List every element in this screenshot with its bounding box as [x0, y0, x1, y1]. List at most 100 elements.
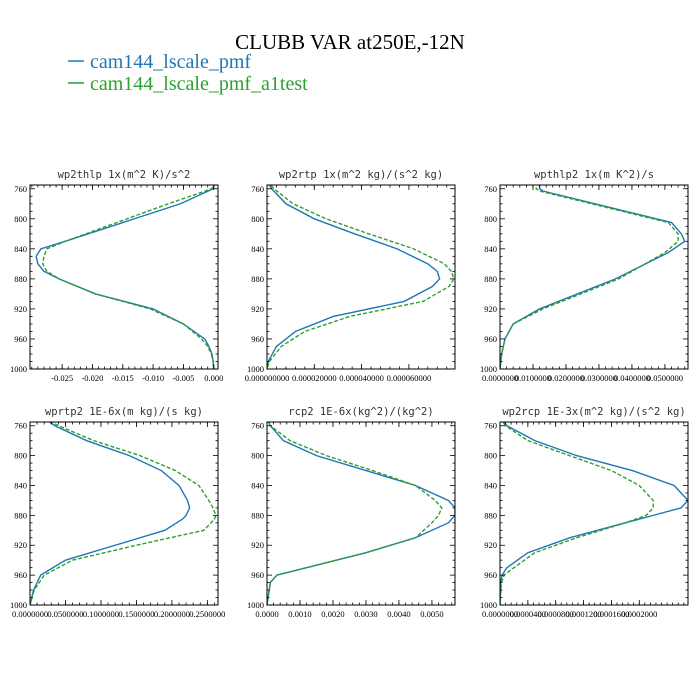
y-tick-label: 760	[251, 421, 264, 431]
y-tick-label: 1000	[247, 600, 264, 610]
y-tick-label: 920	[484, 304, 497, 314]
chart-panel-5: rcp2 1E-6x(kg^2)/(kg^2) 760 800 840 880 920 96…	[247, 406, 456, 619]
y-tick-label: 840	[484, 480, 497, 490]
x-tick-label: 0.0002000	[621, 609, 657, 619]
y-tick-label: 760	[484, 421, 497, 431]
x-tick-label: 0.1000000	[83, 609, 119, 619]
y-tick-label: 800	[484, 451, 497, 461]
x-tick-label: 0.000000000	[245, 373, 290, 383]
y-tick-label: 880	[484, 510, 497, 520]
series-line-1	[500, 422, 688, 605]
x-tick-label: 0.000060000	[387, 373, 432, 383]
y-tick-label: 760	[251, 184, 264, 194]
x-tick-label: 0.0050	[420, 609, 443, 619]
x-tick-label: -0.015	[112, 373, 134, 383]
panel-title: wpthlp2 1x(m K^2)/s	[534, 169, 654, 181]
y-tick-label: 1000	[480, 364, 497, 374]
x-tick-label: 0.0010	[288, 609, 311, 619]
y-tick-label: 1000	[247, 364, 264, 374]
y-tick-label: 880	[14, 510, 27, 520]
y-tick-label: 880	[484, 274, 497, 284]
panel-title: wprtp2 1E-6x(m kg)/(s kg)	[45, 406, 203, 418]
x-tick-label: 0.0500000	[47, 609, 83, 619]
x-tick-label: -0.025	[51, 373, 73, 383]
y-tick-label: 960	[14, 570, 27, 580]
y-tick-label: 840	[251, 244, 264, 254]
series-line-2	[42, 185, 215, 369]
legend: cam144_lscale_pmf cam144_lscale_pmf_a1te…	[68, 51, 308, 95]
axes-frame	[29, 184, 219, 370]
x-tick-label: 0.0040	[387, 609, 410, 619]
y-tick-label: 880	[251, 510, 264, 520]
y-tick-label: 960	[484, 334, 497, 344]
x-tick-label: 0.000	[204, 373, 223, 383]
x-tick-label: -0.020	[81, 373, 103, 383]
y-tick-label: 760	[14, 184, 27, 194]
y-tick-label: 800	[14, 451, 27, 461]
y-tick-label: 920	[251, 304, 264, 314]
chart-panel-2: wp2rtp 1x(m^2 kg)/(s^2 kg) 760 800 840 880 92…	[245, 169, 456, 383]
y-tick-label: 760	[14, 421, 27, 431]
x-tick-label: 0.0500000	[647, 373, 683, 383]
x-tick-label: 0.2500000	[189, 609, 225, 619]
x-tick-label: 0.0000000	[482, 373, 518, 383]
y-tick-label: 960	[251, 334, 264, 344]
x-tick-label: 0.0000	[255, 609, 278, 619]
series-line-2	[267, 422, 443, 605]
x-tick-label: 0.000040000	[339, 373, 384, 383]
y-tick-label: 960	[251, 570, 264, 580]
y-tick-label: 840	[251, 480, 264, 490]
x-tick-label: 0.0000800	[538, 609, 574, 619]
axes-frame	[266, 421, 456, 606]
axes-frame	[499, 421, 689, 606]
x-tick-label: 0.0400000	[614, 373, 650, 383]
x-tick-label: 0.0000000	[12, 609, 48, 619]
x-tick-label: 0.000020000	[292, 373, 337, 383]
axes-frame	[29, 421, 219, 606]
y-tick-label: 840	[14, 244, 27, 254]
chart-panel-6: wp2rcp 1E-3x(m^2 kg)/(s^2 kg) 760 800 840 88…	[480, 406, 689, 619]
series-line-2	[30, 422, 217, 605]
x-tick-label: 0.0001600	[593, 609, 629, 619]
y-tick-label: 1000	[10, 600, 27, 610]
x-tick-label: 0.0000000	[482, 609, 518, 619]
x-tick-label: 0.2000000	[154, 609, 190, 619]
y-tick-label: 920	[14, 540, 27, 550]
x-tick-label: 0.0020	[321, 609, 344, 619]
x-tick-label: 0.0001200	[565, 609, 601, 619]
axes-frame	[266, 184, 456, 370]
x-tick-label: -0.005	[172, 373, 194, 383]
y-tick-label: 920	[251, 540, 264, 550]
chart-panel-3: wpthlp2 1x(m K^2)/s 760 800 840 880 920 960 100…	[480, 169, 689, 383]
series-line-1	[30, 422, 191, 605]
y-tick-label: 880	[14, 274, 27, 284]
panel-title: wp2rtp 1x(m^2 kg)/(s^2 kg)	[279, 169, 443, 181]
x-tick-label: 0.0030	[354, 609, 377, 619]
y-tick-label: 840	[484, 244, 497, 254]
y-tick-label: 800	[251, 214, 264, 224]
series-line-2	[267, 185, 455, 369]
y-tick-label: 1000	[480, 600, 497, 610]
axes-frame	[499, 184, 689, 370]
y-tick-label: 800	[251, 451, 264, 461]
panel-title: wp2rcp 1E-3x(m^2 kg)/(s^2 kg)	[502, 406, 685, 418]
y-tick-label: 960	[14, 334, 27, 344]
y-tick-label: 800	[14, 214, 27, 224]
series-line-2	[500, 422, 654, 605]
series-line-1	[267, 185, 441, 369]
y-tick-label: 920	[484, 540, 497, 550]
chart-panel-1: wp2thlp 1x(m^2 K)/s^2 760 800 840 880 920 960 1…	[10, 169, 223, 383]
chart-panel-4: wprtp2 1E-6x(m kg)/(s kg) 760 800 840 880 920…	[10, 406, 225, 619]
x-tick-label: 0.0100000	[515, 373, 551, 383]
x-tick-label: 0.0300000	[581, 373, 617, 383]
x-tick-label: 0.0000400	[510, 609, 546, 619]
x-tick-label: -0.010	[142, 373, 164, 383]
y-tick-label: 760	[484, 184, 497, 194]
y-tick-label: 800	[484, 214, 497, 224]
y-tick-label: 880	[251, 274, 264, 284]
legend-label-2: cam144_lscale_pmf_a1test	[90, 73, 308, 95]
panel-title: rcp2 1E-6x(kg^2)/(kg^2)	[288, 406, 433, 418]
y-tick-label: 920	[14, 304, 27, 314]
